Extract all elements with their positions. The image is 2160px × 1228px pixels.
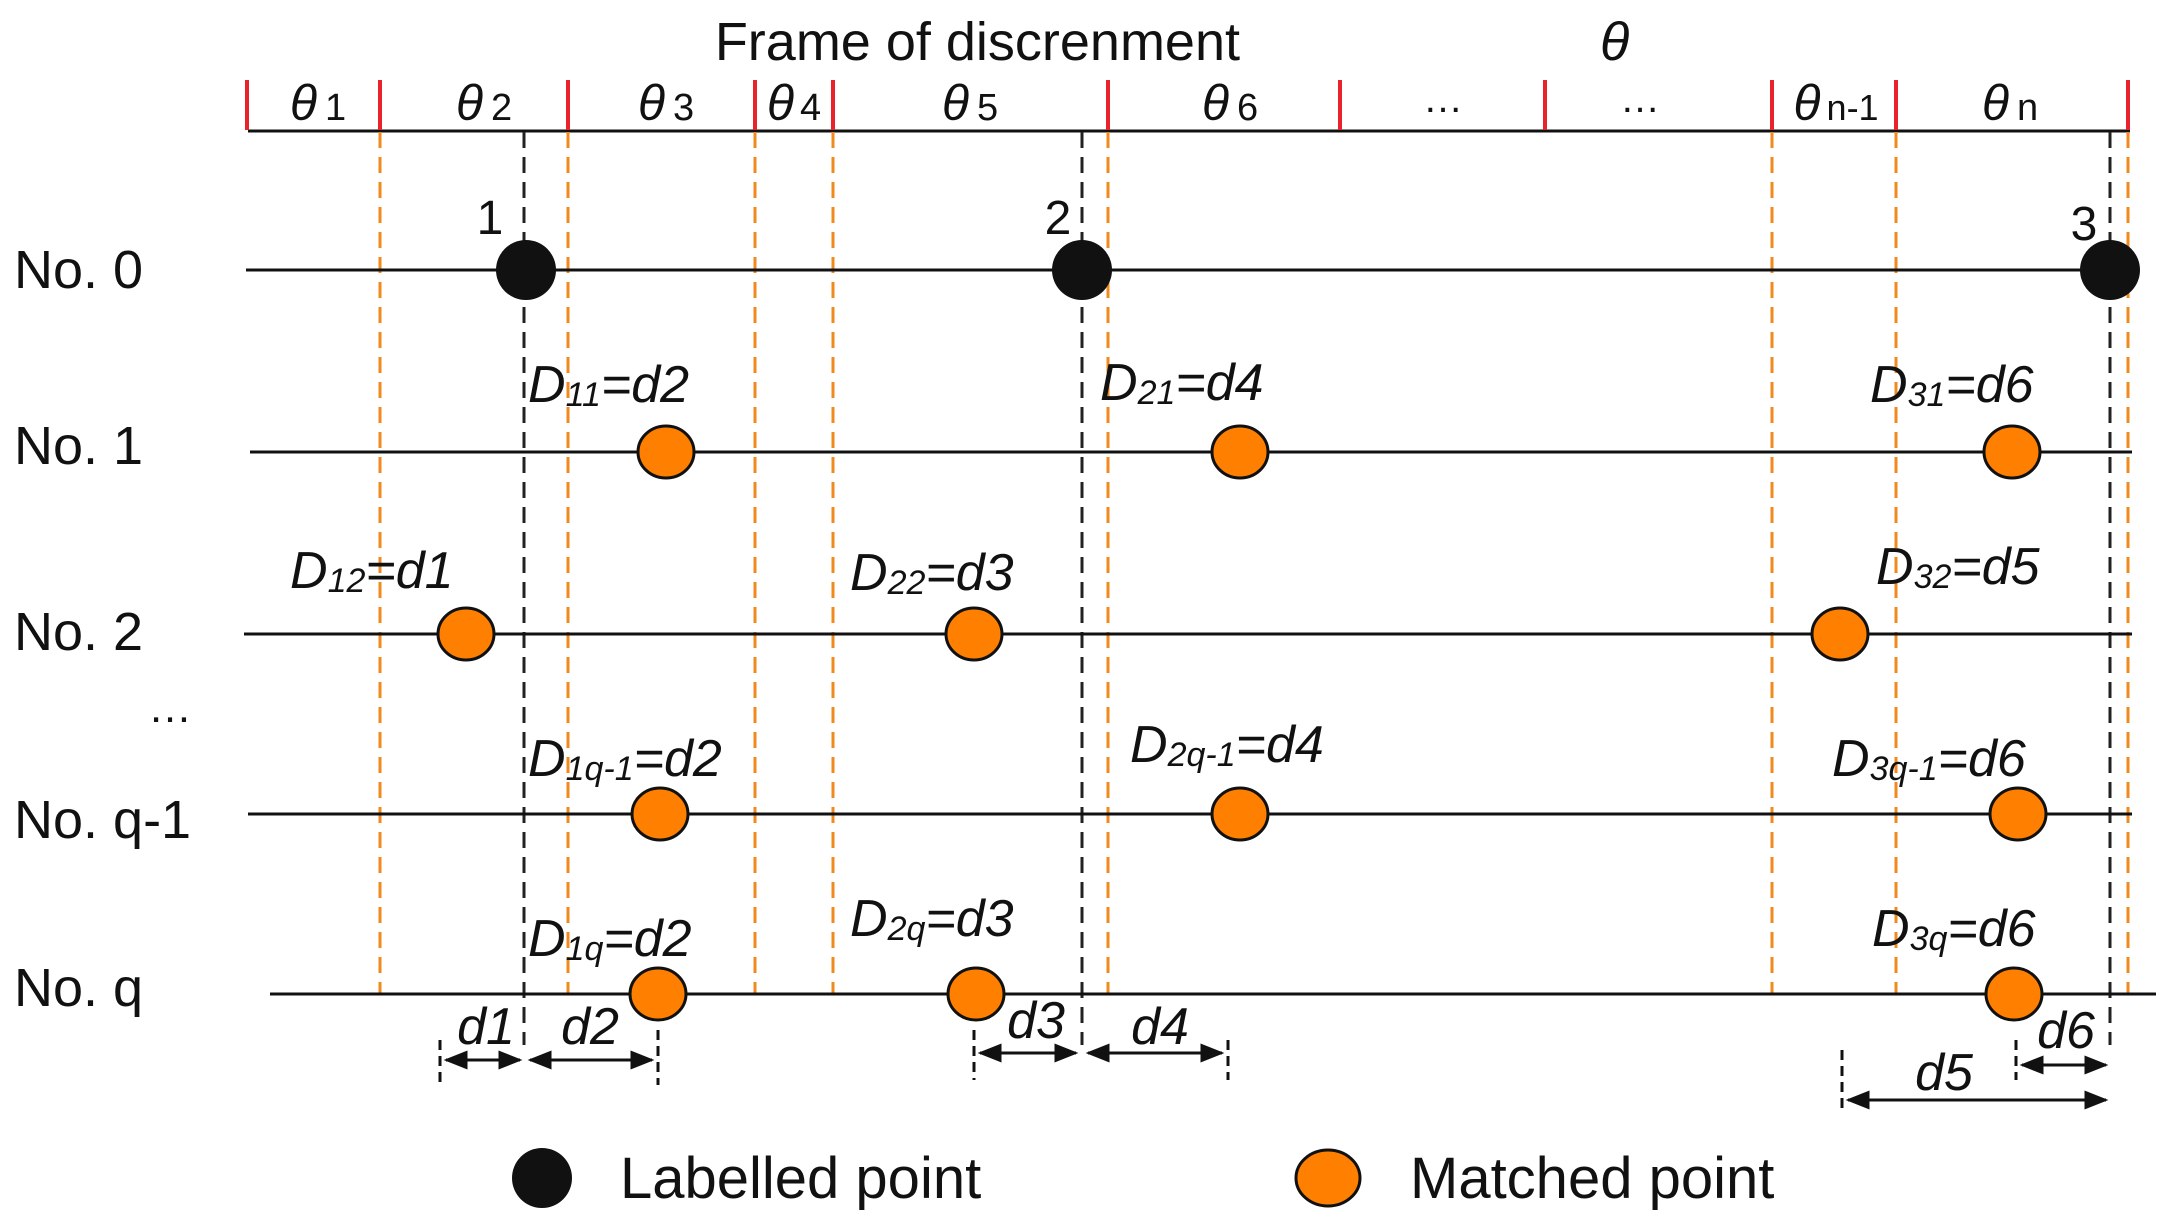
annotation-d3q-1: D3q-1=d6 — [1832, 730, 2026, 788]
matched-point-rq1-3 — [1988, 786, 2048, 842]
distance-label-d4: d4 — [1131, 998, 1189, 1056]
labelled-point-1-label: 1 — [477, 192, 504, 245]
annotation-d31: D31=d6 — [1870, 356, 2034, 414]
matched-point-rq-1 — [628, 966, 688, 1022]
row-ellipsis: … — [148, 683, 192, 732]
distance-label-d1: d1 — [457, 998, 515, 1056]
distance-labels: d1 d2 d3 d4 d5 d6 — [457, 992, 2095, 1102]
annotation-d2q-1: D2q-1=d4 — [1130, 716, 1324, 774]
annotation-d12: D12=d1 — [290, 542, 454, 600]
matched-point-r1-3 — [1982, 424, 2042, 480]
row-label-1: No. 1 — [14, 416, 143, 476]
annotation-d21: D21=d4 — [1100, 354, 1264, 412]
matched-point-rq1-2 — [1210, 786, 1270, 842]
matched-points — [436, 424, 2048, 1022]
legend-matched-label: Matched point — [1410, 1146, 1774, 1211]
row-label-q: No. q — [14, 958, 143, 1018]
row-label-2: No. 2 — [14, 602, 143, 662]
annotation-d11: D11=d2 — [528, 356, 689, 414]
distance-label-d6: d6 — [2037, 1002, 2095, 1060]
title-symbol: θ — [1600, 12, 1629, 72]
annotation-d22: D22=d3 — [850, 544, 1014, 602]
matched-point-rq-2 — [946, 966, 1006, 1022]
matched-point-rq1-1 — [630, 786, 690, 842]
matched-point-rq-3 — [1984, 966, 2044, 1022]
frame-cell-n-1: θ n-1 — [1793, 75, 1878, 131]
distance-arrows — [443, 1043, 2109, 1110]
matched-point-r1-1 — [636, 424, 696, 480]
distance-label-d3: d3 — [1007, 992, 1065, 1050]
row-labels: No. 0 No. 1 No. 2 … No. q-1 No. q — [14, 240, 192, 1018]
annotation-d1q: D1q=d2 — [528, 910, 692, 968]
labelled-point-1 — [496, 240, 556, 300]
annotation-d3q: D3q=d6 — [1872, 900, 2036, 958]
annotation-d1q-1: D1q-1=d2 — [528, 730, 722, 788]
frame-cell-ellipsis-2: … — [1620, 77, 1660, 121]
labelled-point-2-label: 2 — [1045, 192, 1072, 245]
matched-point-r1-2 — [1210, 424, 1270, 480]
labelled-points: 1 2 3 — [477, 192, 2140, 300]
row-label-q-1: No. q-1 — [14, 790, 191, 850]
annotation-d2q: D2q=d3 — [850, 890, 1014, 948]
frame-ticks — [245, 80, 2130, 130]
labelled-point-2 — [1052, 240, 1112, 300]
matched-point-r2-1 — [436, 606, 496, 662]
labelled-point-3 — [2080, 240, 2140, 300]
distance-brackets — [438, 1030, 2018, 1110]
legend-labelled-marker — [512, 1148, 572, 1208]
row-label-0: No. 0 — [14, 240, 143, 300]
legend-labelled-label: Labelled point — [620, 1146, 981, 1211]
labelled-point-3-label: 3 — [2071, 198, 2098, 251]
annotation-d32: D32=d5 — [1876, 538, 2041, 596]
diagram-title: Frame of discrenment — [715, 12, 1240, 72]
matched-point-r2-2 — [944, 606, 1004, 662]
distance-label-d5: d5 — [1915, 1044, 1974, 1102]
frame-cell-ellipsis-1: … — [1423, 77, 1463, 121]
matched-point-r2-3 — [1810, 606, 1870, 662]
legend-matched-marker — [1294, 1148, 1362, 1208]
boundary-lines — [378, 132, 2130, 995]
distance-label-d2: d2 — [561, 998, 619, 1056]
legend: Labelled point Matched point — [512, 1146, 1774, 1211]
distance-annotations: D11=d2 D21=d4 D31=d6 D12=d1 D22=d3 D32=d… — [290, 354, 2041, 968]
